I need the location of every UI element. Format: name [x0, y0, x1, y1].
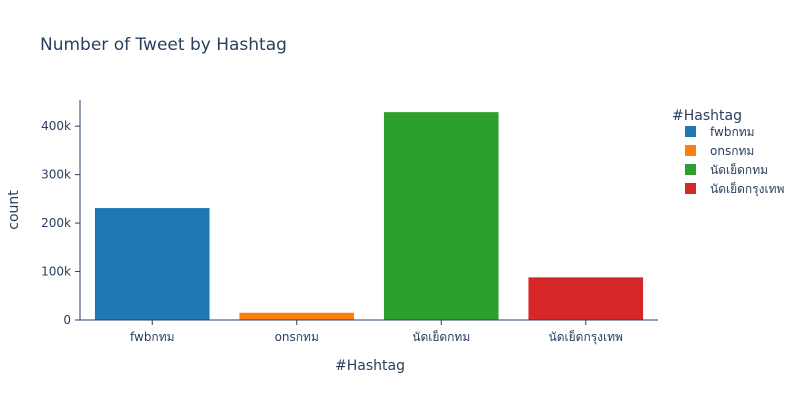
legend-item[interactable]: นัดเย็ดกรุงเทพ — [685, 181, 785, 197]
chart-title: Number of Tweet by Hashtag — [40, 35, 287, 55]
legend-label: fwbกทม — [710, 125, 755, 139]
x-tick-label: fwbกทม — [130, 330, 175, 344]
legend-label: นัดเย็ดกรุงเทพ — [710, 181, 785, 197]
y-axis-title: count — [6, 190, 22, 230]
y-axis-ticks: 0 100k 200k 300k 400k — [41, 119, 80, 327]
x-tick-label: นัดเย็ดกทม — [412, 329, 470, 344]
bar-2[interactable] — [382, 111, 500, 321]
legend-swatch — [685, 126, 696, 137]
x-axis-ticks: fwbกทม onsกทม นัดเย็ดกทม นัดเย็ดกรุงเทพ — [130, 320, 623, 345]
y-tick-label: 100k — [41, 265, 71, 279]
x-tick-label: นัดเย็ดกรุงเทพ — [549, 329, 624, 345]
legend-label: onsกทม — [710, 144, 754, 158]
legend-item[interactable]: fwbกทม — [685, 125, 755, 139]
legend-item[interactable]: onsกทม — [685, 144, 754, 158]
bar-1[interactable] — [238, 311, 356, 321]
x-tick-label: onsกทม — [275, 330, 319, 344]
bar-3[interactable] — [527, 276, 645, 321]
y-tick-label: 0 — [63, 313, 71, 327]
y-tick-label: 400k — [41, 119, 71, 133]
y-tick-label: 300k — [41, 168, 71, 182]
y-tick-label: 200k — [41, 216, 71, 230]
x-axis-title: #Hashtag — [335, 358, 405, 374]
legend-item[interactable]: นัดเย็ดกทม — [685, 162, 768, 177]
legend-label: นัดเย็ดกทม — [710, 162, 768, 177]
legend[interactable]: #Hashtag fwbกทม onsกทมนัดเย็ดกทมนัดเย็ดกร… — [672, 108, 785, 197]
legend-swatch — [685, 164, 696, 175]
legend-title: #Hashtag — [672, 108, 742, 124]
bars-group — [93, 111, 645, 321]
legend-swatch — [685, 145, 696, 156]
legend-swatch — [685, 183, 696, 194]
bar-0[interactable] — [93, 207, 211, 321]
